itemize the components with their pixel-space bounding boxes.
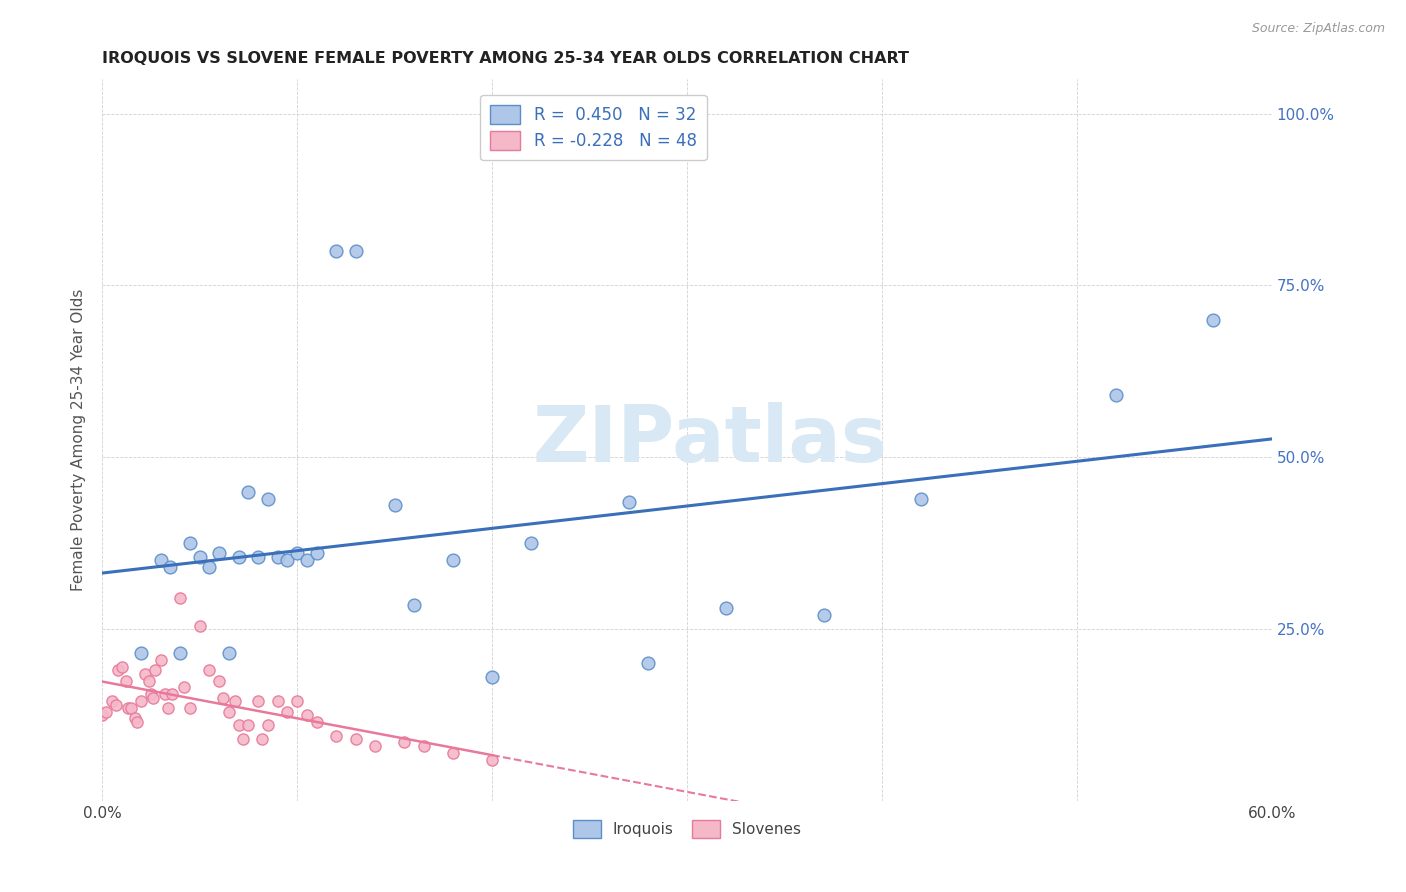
Point xyxy=(142,690,165,705)
Point xyxy=(212,690,235,705)
Point xyxy=(364,739,387,753)
Point xyxy=(114,673,136,688)
Point xyxy=(637,657,659,671)
Point xyxy=(325,729,347,743)
Point xyxy=(159,560,181,574)
Point xyxy=(208,673,231,688)
Point xyxy=(224,694,246,708)
Point xyxy=(139,687,162,701)
Point xyxy=(232,732,254,747)
Point xyxy=(257,718,280,732)
Point xyxy=(441,746,464,760)
Point xyxy=(344,732,367,747)
Point xyxy=(394,735,416,749)
Point xyxy=(481,753,503,767)
Point xyxy=(188,549,211,564)
Point xyxy=(257,491,280,506)
Point xyxy=(179,701,201,715)
Point xyxy=(276,553,298,567)
Point xyxy=(305,547,328,561)
Point xyxy=(247,549,270,564)
Point xyxy=(325,244,347,259)
Point xyxy=(218,705,240,719)
Point xyxy=(404,598,426,612)
Point xyxy=(129,694,152,708)
Point xyxy=(910,491,932,506)
Point xyxy=(714,601,737,615)
Point xyxy=(107,663,129,677)
Point xyxy=(1105,388,1128,402)
Point xyxy=(617,495,640,509)
Point xyxy=(134,666,156,681)
Point xyxy=(94,705,117,719)
Point xyxy=(124,711,146,725)
Point xyxy=(111,660,134,674)
Point xyxy=(344,244,367,259)
Point xyxy=(169,646,191,660)
Point xyxy=(104,698,127,712)
Point xyxy=(117,701,139,715)
Point xyxy=(153,687,176,701)
Point xyxy=(1202,313,1225,327)
Text: Source: ZipAtlas.com: Source: ZipAtlas.com xyxy=(1251,22,1385,36)
Point xyxy=(238,484,260,499)
Point xyxy=(520,536,543,550)
Point xyxy=(91,708,114,723)
Point xyxy=(162,687,184,701)
Point xyxy=(120,701,142,715)
Point xyxy=(295,553,318,567)
Point xyxy=(198,663,221,677)
Point xyxy=(247,694,270,708)
Text: ZIPatlas: ZIPatlas xyxy=(533,402,889,478)
Point xyxy=(285,694,308,708)
Point xyxy=(179,536,201,550)
Point xyxy=(266,694,288,708)
Point xyxy=(285,547,308,561)
Point xyxy=(138,673,160,688)
Point xyxy=(157,701,180,715)
Point xyxy=(441,553,464,567)
Point xyxy=(481,670,503,684)
Point xyxy=(250,732,273,747)
Point xyxy=(208,547,231,561)
Y-axis label: Female Poverty Among 25-34 Year Olds: Female Poverty Among 25-34 Year Olds xyxy=(72,289,86,591)
Point xyxy=(384,499,406,513)
Point xyxy=(228,549,250,564)
Point xyxy=(238,718,260,732)
Point xyxy=(188,618,211,632)
Point xyxy=(295,708,318,723)
Point xyxy=(198,560,221,574)
Point xyxy=(266,549,288,564)
Point xyxy=(101,694,124,708)
Point xyxy=(169,591,191,606)
Point xyxy=(173,681,195,695)
Point xyxy=(305,714,328,729)
Text: IROQUOIS VS SLOVENE FEMALE POVERTY AMONG 25-34 YEAR OLDS CORRELATION CHART: IROQUOIS VS SLOVENE FEMALE POVERTY AMONG… xyxy=(103,51,910,66)
Point xyxy=(218,646,240,660)
Point xyxy=(412,739,434,753)
Point xyxy=(143,663,166,677)
Point xyxy=(129,646,152,660)
Legend: Iroquois, Slovenes: Iroquois, Slovenes xyxy=(567,814,807,844)
Point xyxy=(276,705,298,719)
Point xyxy=(149,553,172,567)
Point xyxy=(813,608,835,623)
Point xyxy=(127,714,149,729)
Point xyxy=(228,718,250,732)
Point xyxy=(149,653,172,667)
